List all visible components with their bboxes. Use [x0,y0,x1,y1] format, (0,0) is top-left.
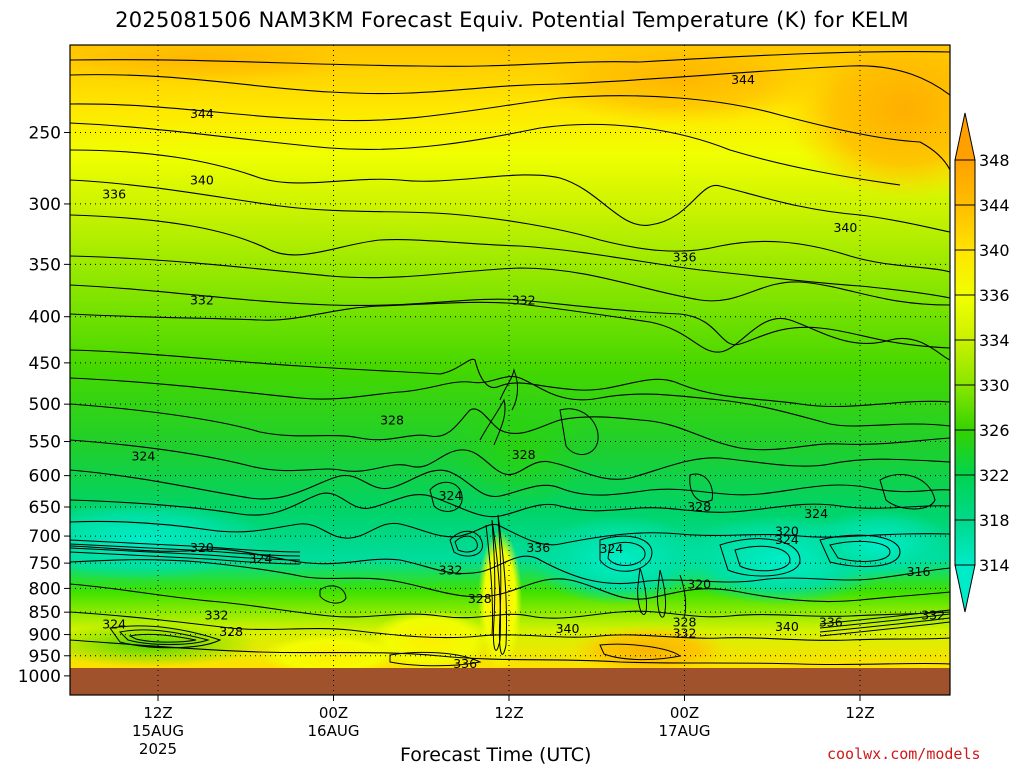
colorbar-tick-label: 336 [979,286,1010,305]
contour-label: 336 [102,186,126,201]
contour-lines [70,51,950,667]
y-tick-label: 600 [29,467,61,487]
x-tick-time: 12Z [494,704,523,722]
plot-frame [69,44,951,696]
credit-text: coolwx.com/models [827,745,981,763]
contour-label: 324 [102,617,126,632]
contour-label: 324 [804,506,828,521]
contour-label: 328 [673,614,697,629]
contour-label: 324 [248,551,272,566]
colorbar-tick-label: 348 [979,151,1010,170]
x-tick-date: 16AUG [308,722,360,740]
colorbar: 314 318 322 326 330 334 336 340 344 348 [954,112,1010,613]
contour-label: 340 [833,220,857,235]
y-tick-label: 350 [29,255,61,275]
x-tick-time: 12Z [143,704,172,722]
contour-label: 324 [599,541,623,556]
x-tick-year: 2025 [139,740,177,758]
y-tick-label: 850 [29,603,61,623]
y-tick-label: 750 [29,554,61,574]
colorbar-tick-label: 340 [979,241,1010,260]
contour-label: 324 [131,449,155,464]
contour-label: 336 [673,249,697,264]
colorbar-tick-label: 314 [979,556,1010,575]
contour-label: 344 [731,72,755,87]
y-tick-label: 700 [29,527,61,547]
y-tick-label: 550 [29,433,61,453]
y-tick-label: 1000 [18,667,61,687]
colorbar-tick-label: 344 [979,196,1010,215]
contour-label: 324 [439,488,463,503]
y-tick-label: 250 [29,123,61,143]
contour-label: 344 [190,106,214,121]
colorbar-tick-label: 318 [979,511,1010,530]
contour-label: 328 [380,413,404,428]
x-tick-time: 12Z [845,704,874,722]
y-tick-label: 900 [29,626,61,646]
contour-label: 332 [673,625,697,640]
x-tick-date: 15AUG [132,722,184,740]
contour-label: 340 [190,173,214,188]
chart-title: 2025081506 NAM3KM Forecast Equiv. Potent… [115,8,909,32]
y-tick-label: 650 [29,498,61,518]
x-tick-time: 00Z [670,704,699,722]
y-tick-label: 450 [29,354,61,374]
y-tick-label: 950 [29,647,61,667]
colorbar-tick-label: 326 [979,421,1010,440]
x-axis-label: Forecast Time (UTC) [400,744,592,766]
colorbar-body [954,159,976,566]
contour-label: 328 [512,447,536,462]
contour-label: 332 [439,562,463,577]
y-tick-label: 500 [29,395,61,415]
contour-label: 340 [556,621,580,636]
contour-label: 332 [921,607,945,622]
x-tick-date: 17AUG [659,722,711,740]
contour-label: 340 [775,619,799,634]
contour-label: 336 [453,656,477,671]
ground-fill [70,668,950,695]
y-tick-label: 300 [29,195,61,215]
y-tick-label: 800 [29,579,61,599]
contour-label: 320 [190,540,214,555]
theta-e-field [70,45,950,695]
colorbar-bottom-triangle [954,564,976,613]
contour-label: 332 [190,293,214,308]
colorbar-top-triangle [954,112,976,161]
grid-lines [70,45,950,695]
colorbar-tick-label: 334 [979,331,1010,350]
contour-label: 328 [468,591,492,606]
contour-label: 328 [687,499,711,514]
colorbar-tick-label: 322 [979,466,1010,485]
colorbar-tick-label: 330 [979,376,1010,395]
contour-label: 332 [512,293,536,308]
contour-label: 336 [819,614,843,629]
x-tick-time: 00Z [319,704,348,722]
contour-label: 320 [687,576,711,591]
contour-label: 328 [219,624,243,639]
contour-label: 332 [205,607,229,622]
contour-label: 336 [526,540,550,555]
contour-label: 316 [907,564,931,579]
contour-label: 320 [775,523,799,538]
y-tick-label: 400 [29,308,61,328]
y-axis: 250 300 350 400 450 500 550 600 650 700 750 800 850 9… [18,123,70,687]
